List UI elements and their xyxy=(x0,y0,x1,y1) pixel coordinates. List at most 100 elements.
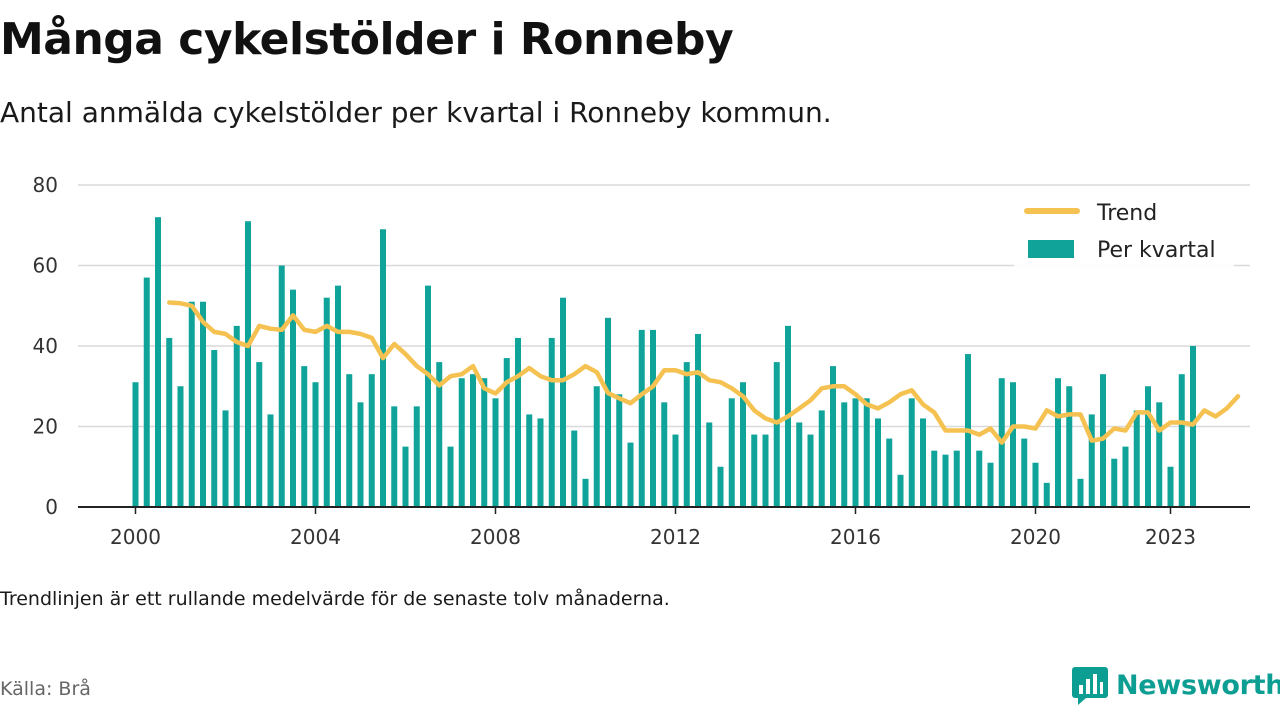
y-tick-label: 80 xyxy=(33,173,58,197)
bar xyxy=(1167,466,1174,507)
bar xyxy=(458,378,465,507)
bar xyxy=(1021,438,1028,507)
bar xyxy=(267,414,274,507)
bar xyxy=(380,229,386,507)
y-tick-label: 20 xyxy=(33,415,58,439)
bar xyxy=(481,378,488,507)
x-tick-label: 2012 xyxy=(650,525,701,549)
bar xyxy=(796,422,803,507)
brand-name: Newsworthy xyxy=(1116,669,1280,701)
bar xyxy=(717,466,724,507)
bar xyxy=(953,450,960,507)
bar xyxy=(616,394,623,507)
bar xyxy=(211,350,218,507)
bar xyxy=(1032,462,1039,507)
bar xyxy=(368,374,375,507)
bar xyxy=(807,434,814,507)
bar xyxy=(908,398,915,507)
bar xyxy=(346,374,353,507)
bar xyxy=(863,398,870,507)
x-tick-label: 2004 xyxy=(290,525,341,549)
bar xyxy=(920,418,926,507)
brand-logo[interactable]: Newsworthy xyxy=(1072,664,1280,706)
bar xyxy=(143,277,150,507)
x-tick-label: 2023 xyxy=(1145,525,1196,549)
bar xyxy=(526,414,533,507)
x-tick-label: 2020 xyxy=(1010,525,1061,549)
bar xyxy=(1145,386,1151,507)
bar xyxy=(638,329,645,507)
bar xyxy=(1156,402,1163,507)
bar xyxy=(503,358,510,507)
bar xyxy=(447,446,454,507)
bar xyxy=(166,337,173,507)
y-tick-label: 60 xyxy=(33,254,58,278)
bar xyxy=(233,325,240,507)
bar xyxy=(1043,482,1050,507)
bar xyxy=(1088,414,1095,507)
bar xyxy=(762,434,769,507)
bar xyxy=(740,382,746,507)
bar xyxy=(436,362,443,507)
bar xyxy=(695,333,701,507)
legend-swatch-trend xyxy=(1024,208,1080,214)
bar xyxy=(470,374,476,507)
bar xyxy=(571,430,578,507)
bar xyxy=(177,386,184,507)
bar xyxy=(256,362,263,507)
bar xyxy=(312,382,319,507)
bar xyxy=(413,406,420,507)
bar xyxy=(886,438,893,507)
bar xyxy=(323,297,330,507)
chart-area: 0 20 40 60 80 2000 2004 2008 2012 2016 2020 2023 Tr… xyxy=(33,173,1250,549)
bar xyxy=(301,366,308,507)
bar xyxy=(706,422,713,507)
x-tick-label: 2016 xyxy=(830,525,881,549)
bar xyxy=(132,382,139,507)
bar xyxy=(875,418,881,507)
legend-swatch-bars xyxy=(1028,240,1074,258)
bar xyxy=(222,410,229,507)
legend: Trend Per kvartal xyxy=(1014,190,1234,268)
bar xyxy=(402,446,409,507)
bar xyxy=(1178,374,1185,507)
bar xyxy=(942,454,949,507)
bar xyxy=(1066,386,1073,507)
bar xyxy=(1010,382,1016,507)
bar xyxy=(1055,378,1061,507)
bar xyxy=(661,402,668,507)
bar xyxy=(897,474,904,507)
bar xyxy=(987,462,994,507)
bar xyxy=(425,285,431,507)
bar xyxy=(1077,478,1084,507)
bar xyxy=(290,289,296,507)
legend-label-trend: Trend xyxy=(1096,201,1157,226)
bar xyxy=(627,442,634,507)
bar xyxy=(976,450,983,507)
bar xyxy=(391,406,398,507)
x-tick-label: 2008 xyxy=(470,525,521,549)
footnote: Trendlinjen är ett rullande medelvärde f… xyxy=(0,588,670,610)
bar xyxy=(841,402,848,507)
bar xyxy=(278,265,285,507)
bar xyxy=(605,317,611,507)
source-credit: Källa: Brå xyxy=(0,678,91,700)
bar xyxy=(1122,446,1129,507)
x-tick-label: 2000 xyxy=(110,525,161,549)
bar xyxy=(155,217,161,507)
bar xyxy=(357,402,364,507)
bar xyxy=(515,337,521,507)
bar xyxy=(560,297,566,507)
bar xyxy=(650,329,656,507)
axes: 0 20 40 60 80 2000 2004 2008 2012 2016 2020 2023 xyxy=(33,173,1250,549)
bar xyxy=(931,450,938,507)
trend-line xyxy=(167,300,1241,445)
y-tick-label: 0 xyxy=(45,495,58,519)
bar xyxy=(830,366,836,507)
bar xyxy=(728,398,735,507)
bar xyxy=(818,410,825,507)
chart-subtitle: Antal anmälda cykelstölder per kvartal i… xyxy=(0,96,832,129)
bar xyxy=(1133,410,1140,507)
bar xyxy=(200,301,206,507)
bar xyxy=(188,301,195,507)
